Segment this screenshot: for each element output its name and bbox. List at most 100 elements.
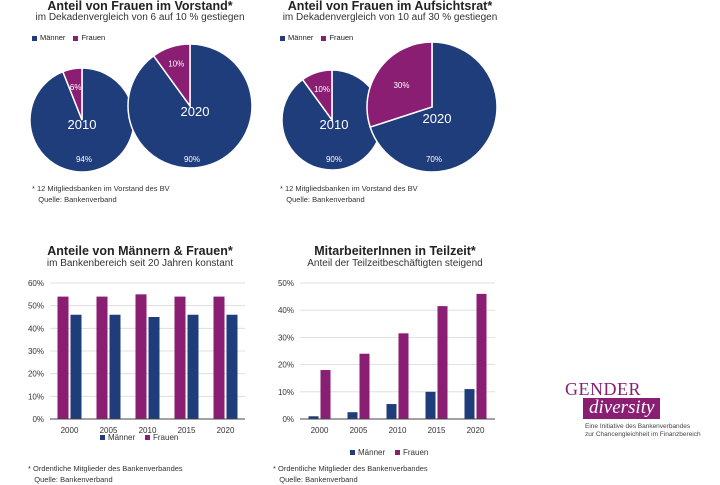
x-tick-label: 2000 — [61, 426, 79, 435]
legend-swatch-frauen — [73, 35, 79, 41]
bar-maenner — [464, 389, 475, 419]
pie-label-maenner: 94% — [76, 155, 92, 164]
x-tick-label: 2005 — [100, 426, 118, 435]
chart3-note: * Ordentliche Mitglieder des Bankenverba… — [28, 464, 183, 484]
bar-frauen — [437, 306, 448, 419]
x-tick-label: 2020 — [217, 426, 235, 435]
chart1-pies: 6% 94% 2010 10% 90% 2020 — [29, 43, 253, 173]
pie-label-frauen: 30% — [393, 81, 409, 90]
chart2-title: Anteil von Frauen im Aufsichtsrat* — [287, 0, 493, 13]
x-tick-label: 2010 — [389, 426, 407, 435]
chart4-note: * Ordentliche Mitglieder des Bankenverba… — [273, 464, 428, 484]
x-tick-label: 2015 — [178, 426, 196, 435]
chart4-bars: 0% 10% 20% 30% 40% 50% 2000 2005 2010 2015 2020 Män… — [278, 279, 495, 457]
bar-frauen — [96, 296, 108, 419]
pie-label-maenner: 70% — [426, 155, 442, 164]
logo-line2: diversity — [583, 398, 661, 419]
legend-label: Frauen — [153, 433, 178, 442]
pie-year-label: 2010 — [320, 117, 349, 132]
bar-frauen — [359, 353, 370, 419]
pie-year-label: 2020 — [423, 111, 452, 126]
pie-label-frauen: 10% — [168, 60, 184, 69]
bar-maenner — [308, 416, 319, 419]
x-tick-label: 2000 — [311, 426, 329, 435]
y-tick-label: 40% — [28, 324, 44, 333]
pie-label-frauen: 10% — [314, 85, 330, 94]
chart2-pies: 10% 90% 2010 30% 70% 2020 — [281, 41, 498, 173]
legend-label: Männer — [358, 448, 385, 457]
legend-item-maenner: Männer — [32, 33, 65, 42]
bar-maenner — [109, 314, 121, 419]
bar-maenner — [70, 314, 82, 419]
legend-item-maenner: Männer — [280, 33, 313, 42]
x-tick-label: 2010 — [139, 426, 157, 435]
legend-label: Frauen — [81, 33, 106, 42]
bar-frauen — [174, 296, 186, 419]
legend-label: Frauen — [403, 448, 428, 457]
bar-maenner — [347, 412, 358, 419]
chart3-subtitle: im Bankenbereich seit 20 Jahren konstant — [46, 258, 234, 269]
pie-slice-frauen — [301, 69, 333, 123]
x-tick-label: 2015 — [428, 426, 446, 435]
logo-line1: GENDER — [565, 379, 641, 399]
bar-frauen — [213, 296, 225, 419]
chart4-subtitle: Anteil der Teilzeitbeschäftigten steigen… — [307, 258, 483, 269]
bar-maenner — [148, 317, 160, 419]
legend-label: Frauen — [329, 33, 354, 42]
chart1-note: * 12 Mitgliedsbanken im Vorstand des BV … — [32, 184, 170, 204]
y-tick-label: 50% — [28, 302, 44, 311]
bar-maenner — [425, 391, 436, 419]
y-tick-label: 60% — [28, 279, 44, 288]
chart4-title: MitarbeiterInnen in Teilzeit* — [314, 244, 476, 258]
chart1-legend: Männer Frauen — [32, 33, 105, 42]
x-tick-label: 2020 — [467, 426, 485, 435]
legend-swatch-frauen — [321, 35, 327, 41]
y-tick-label: 20% — [278, 361, 294, 370]
legend-item-frauen: Frauen — [73, 33, 105, 42]
chart1-title: Anteil von Frauen im Vorstand* — [47, 0, 233, 13]
pie-slice-frauen — [61, 67, 83, 121]
pie-label-maenner: 90% — [326, 155, 342, 164]
legend-label: Männer — [40, 33, 66, 42]
logo-tagline: Eine Initiative des Bankenverbandes zur … — [585, 423, 701, 438]
legend-swatch-maenner — [32, 35, 37, 41]
bar-frauen — [398, 333, 409, 419]
pie-label-frauen: 6% — [70, 83, 82, 92]
y-tick-label: 40% — [278, 306, 294, 315]
pie-slice-frauen — [366, 41, 433, 129]
legend-label: Männer — [108, 433, 135, 442]
chart1-subtitle: im Dekadenvergleich von 6 auf 10 % gesti… — [35, 12, 245, 23]
legend-swatch-maenner — [350, 450, 355, 455]
legend-swatch-frauen — [395, 450, 400, 455]
y-tick-label: 50% — [278, 279, 294, 288]
chart2-note: * 12 Mitgliedsbanken im Vorstand des BV … — [280, 184, 418, 204]
chart2-subtitle: im Dekadenvergleich von 10 auf 30 % gest… — [282, 12, 498, 23]
legend-item-frauen: Frauen — [321, 33, 353, 42]
chart3-bars: 0% 10% 20% 30% 40% 50% 60% 2000 2005 2010 2015 2020… — [28, 279, 245, 442]
y-tick-label: 0% — [32, 415, 44, 424]
y-tick-label: 0% — [282, 415, 294, 424]
x-tick-label: 2005 — [350, 426, 368, 435]
pie-slice-maenner — [369, 41, 498, 173]
pie-year-label: 2020 — [181, 104, 210, 119]
bar-maenner — [187, 314, 199, 419]
y-tick-label: 30% — [28, 347, 44, 356]
pie-slice-frauen — [152, 43, 191, 109]
legend-swatch-maenner — [280, 35, 285, 41]
pie-year-label: 2010 — [68, 117, 97, 132]
gender-diversity-logo: GENDER diversity Eine Initiative des Ban… — [565, 380, 715, 439]
bar-maenner — [226, 314, 238, 419]
y-tick-label: 30% — [278, 333, 294, 342]
bar-frauen — [476, 293, 487, 419]
pie-label-maenner: 90% — [184, 155, 200, 164]
bar-maenner — [386, 404, 397, 419]
legend-label: Männer — [288, 33, 314, 42]
y-tick-label: 10% — [278, 388, 294, 397]
legend-swatch-maenner — [100, 435, 105, 440]
chart2-legend: Männer Frauen — [280, 33, 353, 42]
y-tick-label: 10% — [28, 392, 44, 401]
bar-frauen — [57, 296, 69, 419]
bar-frauen — [320, 370, 331, 419]
y-tick-label: 20% — [28, 370, 44, 379]
chart3-title: Anteile von Männern & Frauen* — [47, 244, 233, 258]
